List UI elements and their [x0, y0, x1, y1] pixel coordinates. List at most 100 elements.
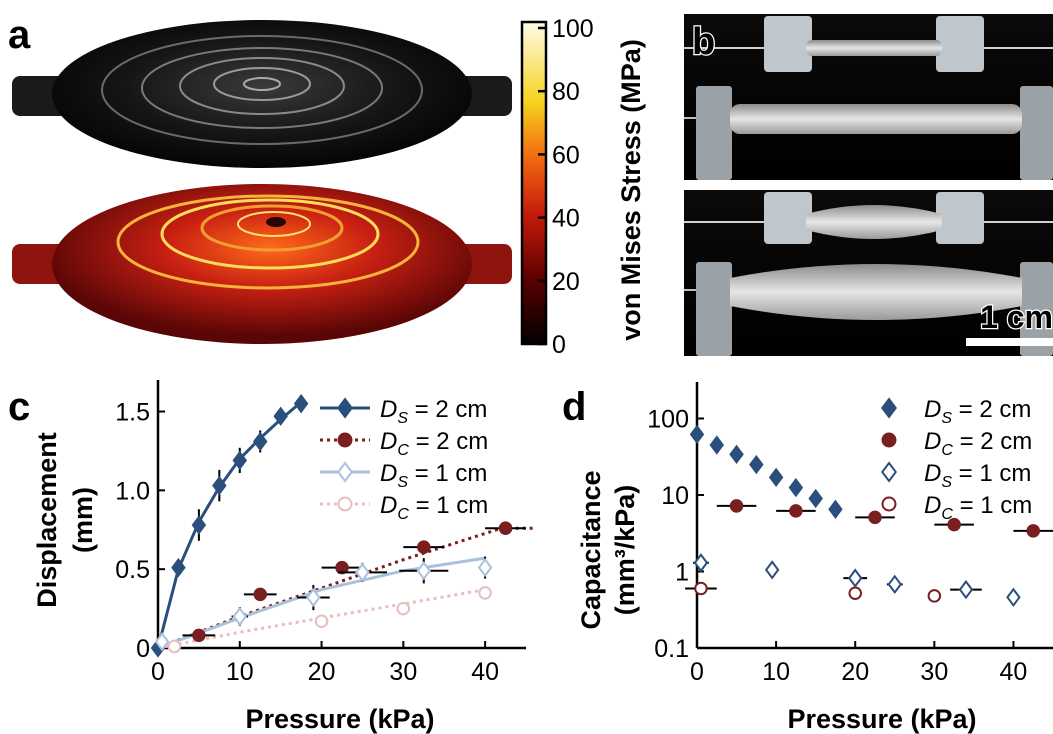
data-point [689, 424, 705, 445]
y-tick-label: 0.1 [654, 635, 689, 663]
data-point [232, 450, 248, 471]
colorbar-tick-label: 20 [552, 268, 580, 296]
fem-model-undeformed [12, 20, 512, 168]
data-point [416, 561, 432, 581]
data-point [417, 540, 431, 554]
chart-d-ylabel-line2: (mm³/kPa) [610, 485, 640, 616]
data-point [306, 587, 321, 608]
data-point [693, 553, 709, 573]
data-point [868, 510, 882, 525]
fit-line [156, 400, 303, 649]
colorbar: 0 20 40 60 80 100 von Mises Stress (MPa) [520, 15, 646, 359]
data-point [337, 461, 353, 483]
data-point [171, 557, 186, 578]
data-point [749, 454, 764, 475]
chart-c-ylabel-line1: Displacement [32, 432, 62, 608]
panel-b: b 1 cm [684, 14, 1053, 356]
data-point [1026, 524, 1040, 538]
scale-bar-label: 1 cm [980, 299, 1053, 335]
data-point [293, 393, 309, 414]
colorbar-tick-label: 60 [552, 141, 580, 169]
y-tick-label: 1 [675, 558, 689, 586]
x-tick-label: 20 [308, 658, 336, 686]
data-point [764, 560, 780, 580]
x-tick-label: 30 [920, 658, 948, 686]
photo-undeformed-device [684, 16, 1053, 180]
data-point [498, 521, 513, 535]
data-point [396, 601, 411, 616]
data-point [828, 499, 843, 519]
data-point [927, 589, 942, 603]
data-point [788, 477, 804, 498]
legend-entry: DC = 1 cm [924, 492, 1032, 523]
legend-entry: DS = 1 cm [380, 460, 487, 491]
data-point [847, 568, 863, 588]
panel-label-d: d [562, 385, 586, 429]
chart-c-ylabel-line2: (mm) [68, 487, 98, 553]
panel-label-a: a [8, 13, 31, 57]
legend-entry: DC = 2 cm [380, 428, 488, 459]
legend-entry: DC = 2 cm [924, 428, 1032, 459]
fit-line [157, 526, 535, 650]
fit-line [157, 556, 486, 650]
legend-entry: DS = 1 cm [924, 460, 1031, 491]
fem-model-deformed [12, 184, 512, 344]
x-tick-label: 40 [471, 658, 499, 686]
data-point [768, 467, 784, 488]
data-point [355, 562, 370, 582]
data-point [881, 432, 897, 448]
data-point [192, 628, 206, 643]
data-point [253, 587, 267, 602]
data-point [1006, 587, 1021, 607]
data-point [167, 639, 182, 654]
photo-deformed-device [684, 192, 1053, 356]
y-tick-label: 0 [136, 635, 150, 663]
data-point [252, 431, 268, 452]
colorbar-label: von Mises Stress (MPa) [616, 39, 646, 341]
legend-entry: DC = 1 cm [380, 492, 488, 523]
photo-undeformed [684, 14, 1053, 180]
chart-c-xlabel: Pressure (kPa) [245, 704, 434, 734]
data-point [947, 517, 961, 532]
x-tick-label: 0 [151, 658, 165, 686]
data-point [337, 496, 353, 512]
data-point [729, 444, 744, 465]
data-point [709, 435, 725, 455]
panel-label-b: b [692, 21, 715, 63]
data-point [848, 586, 862, 600]
x-tick-label: 0 [690, 658, 704, 686]
panel-label-c: c [8, 385, 30, 429]
y-tick-label: 1.5 [115, 399, 150, 427]
x-tick-label: 10 [226, 658, 254, 686]
scale-bar [966, 338, 1053, 346]
data-point [337, 397, 353, 419]
data-point [154, 632, 170, 652]
y-tick-label: 100 [647, 405, 689, 433]
colorbar-tick-label: 80 [552, 78, 580, 106]
data-point [881, 496, 897, 512]
x-tick-label: 40 [1000, 658, 1028, 686]
x-tick-label: 30 [389, 658, 417, 686]
data-point [789, 504, 803, 518]
data-point [212, 475, 227, 496]
y-tick-label: 0.5 [115, 556, 150, 584]
data-point [881, 397, 897, 419]
data-point [478, 586, 492, 600]
x-tick-label: 20 [841, 658, 869, 686]
colorbar-tick-label: 40 [552, 205, 580, 233]
data-point [232, 606, 248, 627]
data-point [273, 406, 288, 426]
data-point [808, 488, 823, 509]
data-point [881, 461, 897, 483]
y-tick-label: 10 [661, 482, 689, 510]
data-point [477, 557, 493, 578]
data-point [335, 560, 349, 575]
chart-d-xlabel: Pressure (kPa) [787, 704, 976, 734]
legend-entry: DS = 2 cm [380, 396, 487, 427]
